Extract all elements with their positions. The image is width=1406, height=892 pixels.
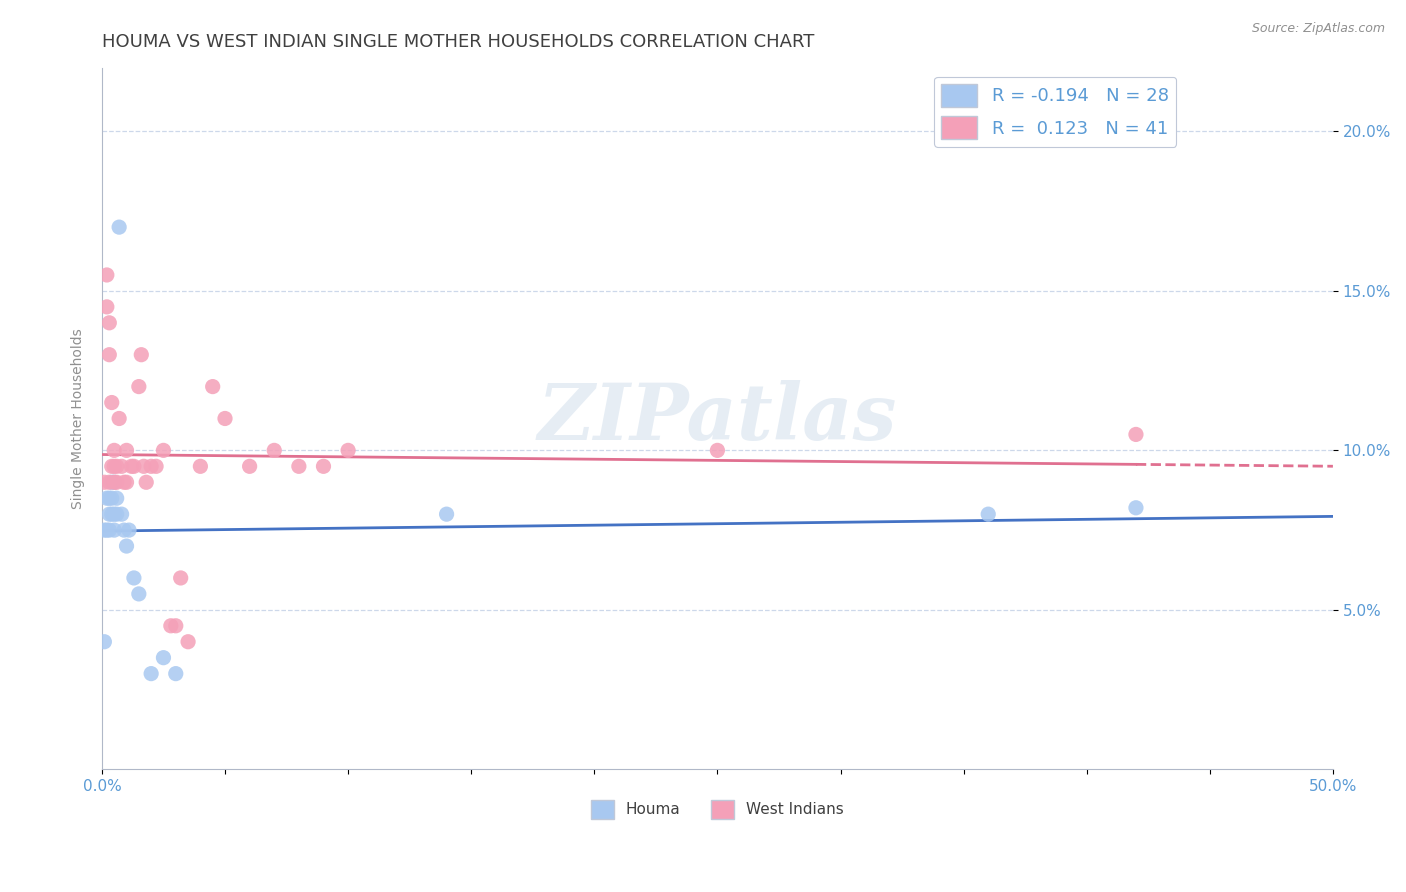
Point xyxy=(100,459,122,474)
Point xyxy=(1125,427,1147,442)
Point xyxy=(110,507,132,521)
Point xyxy=(128,379,150,393)
Point xyxy=(105,491,128,506)
Point xyxy=(132,459,155,474)
Point xyxy=(100,475,122,490)
Point xyxy=(103,475,125,490)
Point xyxy=(98,316,121,330)
Point xyxy=(129,348,152,362)
Point xyxy=(100,395,122,409)
Point xyxy=(165,619,187,633)
Point xyxy=(103,523,125,537)
Point xyxy=(118,523,141,537)
Point xyxy=(105,507,128,521)
Point xyxy=(288,459,311,474)
Point xyxy=(145,459,167,474)
Y-axis label: Single Mother Households: Single Mother Households xyxy=(72,328,86,508)
Point xyxy=(152,443,174,458)
Point xyxy=(103,507,125,521)
Point xyxy=(103,459,125,474)
Point xyxy=(177,634,200,648)
Point xyxy=(977,507,1000,521)
Point xyxy=(135,475,157,490)
Point xyxy=(100,491,122,506)
Point xyxy=(96,491,118,506)
Point xyxy=(112,523,135,537)
Point xyxy=(112,475,135,490)
Point xyxy=(96,523,118,537)
Point xyxy=(201,379,224,393)
Point xyxy=(98,348,121,362)
Point xyxy=(103,443,125,458)
Point xyxy=(1125,500,1147,515)
Point xyxy=(706,443,728,458)
Point xyxy=(96,300,118,314)
Point xyxy=(108,411,131,425)
Point xyxy=(115,443,138,458)
Point xyxy=(239,459,262,474)
Point xyxy=(263,443,285,458)
Point xyxy=(170,571,193,585)
Text: Source: ZipAtlas.com: Source: ZipAtlas.com xyxy=(1251,22,1385,36)
Point xyxy=(93,475,115,490)
Point xyxy=(110,459,132,474)
Point xyxy=(98,523,121,537)
Point xyxy=(141,666,163,681)
Text: HOUMA VS WEST INDIAN SINGLE MOTHER HOUSEHOLDS CORRELATION CHART: HOUMA VS WEST INDIAN SINGLE MOTHER HOUSE… xyxy=(101,33,814,51)
Point xyxy=(128,587,150,601)
Point xyxy=(105,475,128,490)
Legend: Houma, West Indians: Houma, West Indians xyxy=(585,794,851,825)
Point xyxy=(98,475,121,490)
Point xyxy=(312,459,335,474)
Point xyxy=(93,523,115,537)
Point xyxy=(337,443,360,458)
Point xyxy=(98,491,121,506)
Point xyxy=(122,459,145,474)
Point xyxy=(214,411,236,425)
Text: ZIPatlas: ZIPatlas xyxy=(537,380,897,457)
Point xyxy=(115,475,138,490)
Point xyxy=(98,507,121,521)
Point xyxy=(122,571,145,585)
Point xyxy=(105,459,128,474)
Point xyxy=(141,459,163,474)
Point xyxy=(96,268,118,282)
Point xyxy=(103,475,125,490)
Point xyxy=(115,539,138,553)
Point xyxy=(108,220,131,235)
Point xyxy=(93,634,115,648)
Point xyxy=(100,507,122,521)
Point xyxy=(152,650,174,665)
Point xyxy=(436,507,458,521)
Point xyxy=(120,459,142,474)
Point xyxy=(190,459,212,474)
Point xyxy=(160,619,183,633)
Point xyxy=(165,666,187,681)
